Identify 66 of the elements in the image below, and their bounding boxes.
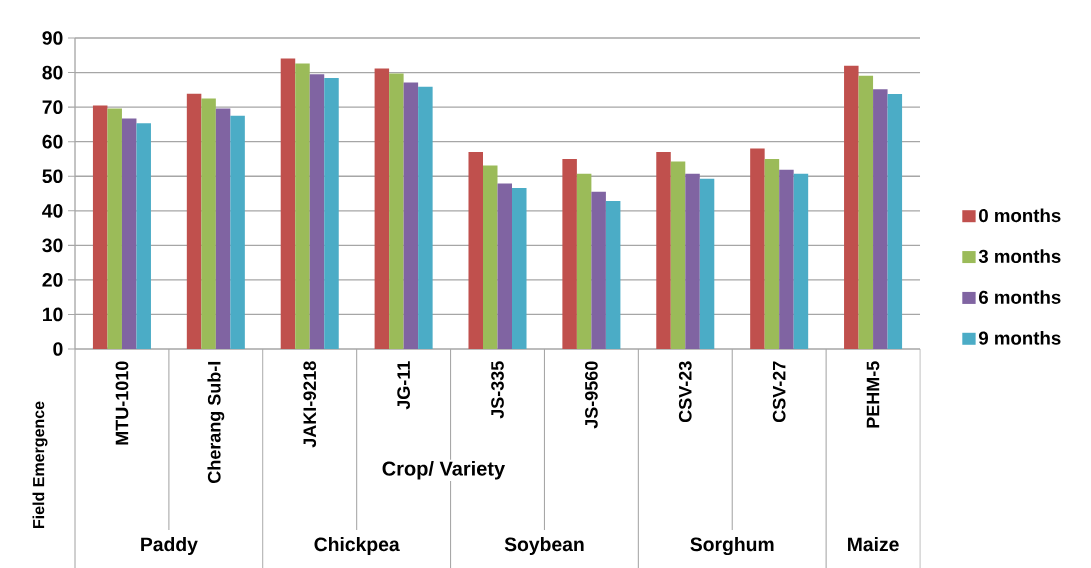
bar <box>230 115 245 350</box>
y-tick-label: 50 <box>42 169 63 184</box>
text: Paddy <box>141 537 198 556</box>
y-tick-label: 90 <box>42 31 63 45</box>
bar <box>201 98 216 350</box>
bar <box>605 201 621 350</box>
bar <box>887 94 903 350</box>
bar <box>309 74 325 350</box>
y-tick-label: 80 <box>42 65 63 80</box>
x-tick-label: JS-335 <box>491 361 504 419</box>
bar <box>92 105 108 350</box>
y-tick-label: 60 <box>42 134 63 149</box>
bar <box>186 93 202 350</box>
bar <box>512 187 527 350</box>
bar <box>858 75 874 350</box>
bar <box>779 169 794 350</box>
bar <box>468 152 483 350</box>
bar <box>280 58 296 350</box>
bar <box>873 89 888 350</box>
x-axis-title: Crop/ Variety <box>382 460 506 480</box>
bar <box>136 123 151 350</box>
x-tick-label: Cherang Sub-I <box>207 361 225 483</box>
text: Soybean <box>504 537 584 556</box>
text: Sorghum <box>690 537 774 556</box>
bar <box>591 191 606 350</box>
x-tick-label: CSV-23 <box>678 361 692 423</box>
bar <box>403 82 419 350</box>
x-tick-label: JS-9560 <box>585 361 598 429</box>
legend-label: 0 months <box>979 208 1061 223</box>
y-tick-label: 40 <box>42 203 63 218</box>
bar <box>107 108 122 350</box>
x-tick-label: CSV-27 <box>772 361 786 423</box>
x-tick-label: MTU-1010 <box>115 361 129 445</box>
bar <box>562 158 577 350</box>
bar <box>670 161 686 350</box>
y-tick-label: 70 <box>42 100 63 114</box>
bar <box>844 65 859 350</box>
bar <box>656 152 671 350</box>
bar <box>685 173 700 350</box>
bar <box>324 78 339 350</box>
bar <box>497 183 513 350</box>
y-tick-label: 0 <box>53 342 63 356</box>
bar <box>295 63 310 350</box>
x-tick-label: JAKI-9218 <box>303 361 317 448</box>
bar <box>374 68 390 350</box>
x-tick-label: PEHM-5 <box>866 361 880 428</box>
legend-label: 9 months <box>978 331 1061 345</box>
bar <box>699 178 715 350</box>
bar <box>793 173 809 350</box>
legend-label: 6 months <box>978 290 1061 304</box>
y-tick-label: 30 <box>42 238 63 253</box>
bar <box>764 158 780 350</box>
bar <box>215 108 231 350</box>
x-tick-label: JG-11 <box>397 361 410 410</box>
text: Maize <box>848 537 899 552</box>
y-tick-label: 20 <box>42 273 63 287</box>
bar <box>576 173 592 350</box>
legend-label: 3 months <box>978 249 1061 264</box>
y-axis-title: Field Emergence <box>32 401 48 528</box>
text: Chickpea <box>314 537 400 556</box>
bar <box>750 148 765 350</box>
bar <box>389 73 404 350</box>
y-tick-label: 10 <box>43 307 63 322</box>
bar <box>483 165 498 350</box>
bar <box>121 118 137 350</box>
bar <box>418 86 433 350</box>
